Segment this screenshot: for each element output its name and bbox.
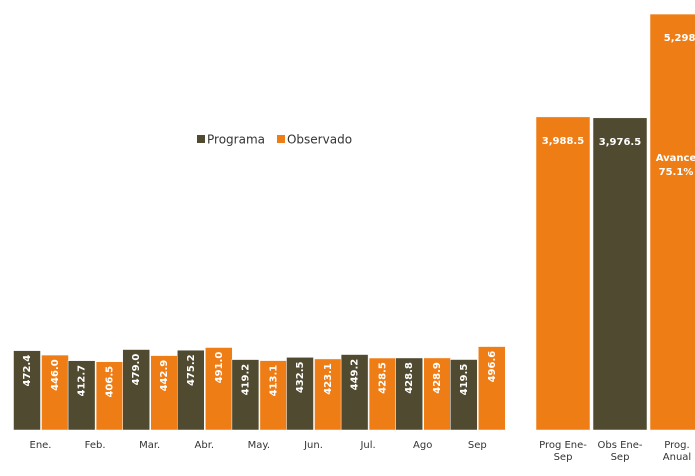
total-bar <box>535 116 591 431</box>
value-label: 3,988.5 <box>542 136 584 147</box>
bar <box>150 355 178 431</box>
value-label: 428.5 <box>378 362 389 394</box>
legend-label: Observado <box>287 133 352 147</box>
bar <box>368 357 397 431</box>
x-tick-label: Prog. Anual <box>662 440 692 463</box>
value-label: 442.9 <box>159 360 170 392</box>
value-label: 419.2 <box>240 364 251 396</box>
value-label: 413.1 <box>268 365 279 397</box>
bar <box>259 360 288 431</box>
x-tick-label: Abr. <box>194 440 215 451</box>
bar <box>177 349 205 431</box>
bar <box>231 359 260 431</box>
bar <box>205 347 233 431</box>
value-label: 412.7 <box>77 365 88 397</box>
value-label: 432.5 <box>295 361 306 393</box>
x-tick-label: Jun. <box>304 440 323 451</box>
value-label: 406.5 <box>105 366 116 398</box>
value-label: 428.8 <box>404 362 415 394</box>
annotation: Avance <box>656 153 695 164</box>
legend-swatch <box>276 135 285 143</box>
annotation: 75.1% <box>659 167 694 178</box>
bar <box>95 361 124 431</box>
x-tick-label: Mar. <box>139 440 161 451</box>
x-tick-label: Prog Ene-Sep <box>539 440 587 463</box>
x-tick-label: Jul. <box>360 440 376 451</box>
legend-swatch <box>197 135 205 143</box>
bar <box>314 358 342 431</box>
value-label: 446.0 <box>50 359 61 391</box>
value-label: 423.1 <box>323 363 334 395</box>
value-label: 3,976.5 <box>599 137 641 148</box>
legend-label: Programa <box>207 133 265 147</box>
bar <box>13 350 41 431</box>
bar <box>450 359 478 431</box>
value-label: 479.0 <box>131 354 142 386</box>
x-tick-label: Sep <box>467 440 487 451</box>
bar <box>340 354 369 431</box>
bar <box>395 357 423 431</box>
bar <box>478 346 506 431</box>
x-tick-label: Ene. <box>29 440 52 451</box>
value-label: 475.2 <box>186 354 197 386</box>
bar <box>286 357 314 431</box>
value-label: 5,298.2 <box>664 33 695 44</box>
x-tick-label: Feb. <box>84 440 106 451</box>
value-label: 449.2 <box>350 359 361 391</box>
x-tick-label: Obs Ene-Sep <box>597 440 643 463</box>
total-bar <box>649 13 695 431</box>
value-label: 491.0 <box>214 352 225 384</box>
bar <box>423 357 451 431</box>
x-tick-label: May. <box>247 440 271 451</box>
bar <box>67 360 96 431</box>
total-bar <box>592 117 648 431</box>
value-label: 496.6 <box>487 351 498 383</box>
x-tick-label: Ago <box>413 440 433 451</box>
value-label: 419.5 <box>459 364 470 396</box>
value-label: 472.4 <box>22 355 33 387</box>
bar <box>41 354 69 431</box>
value-label: 428.9 <box>432 362 443 394</box>
bar <box>122 349 150 431</box>
